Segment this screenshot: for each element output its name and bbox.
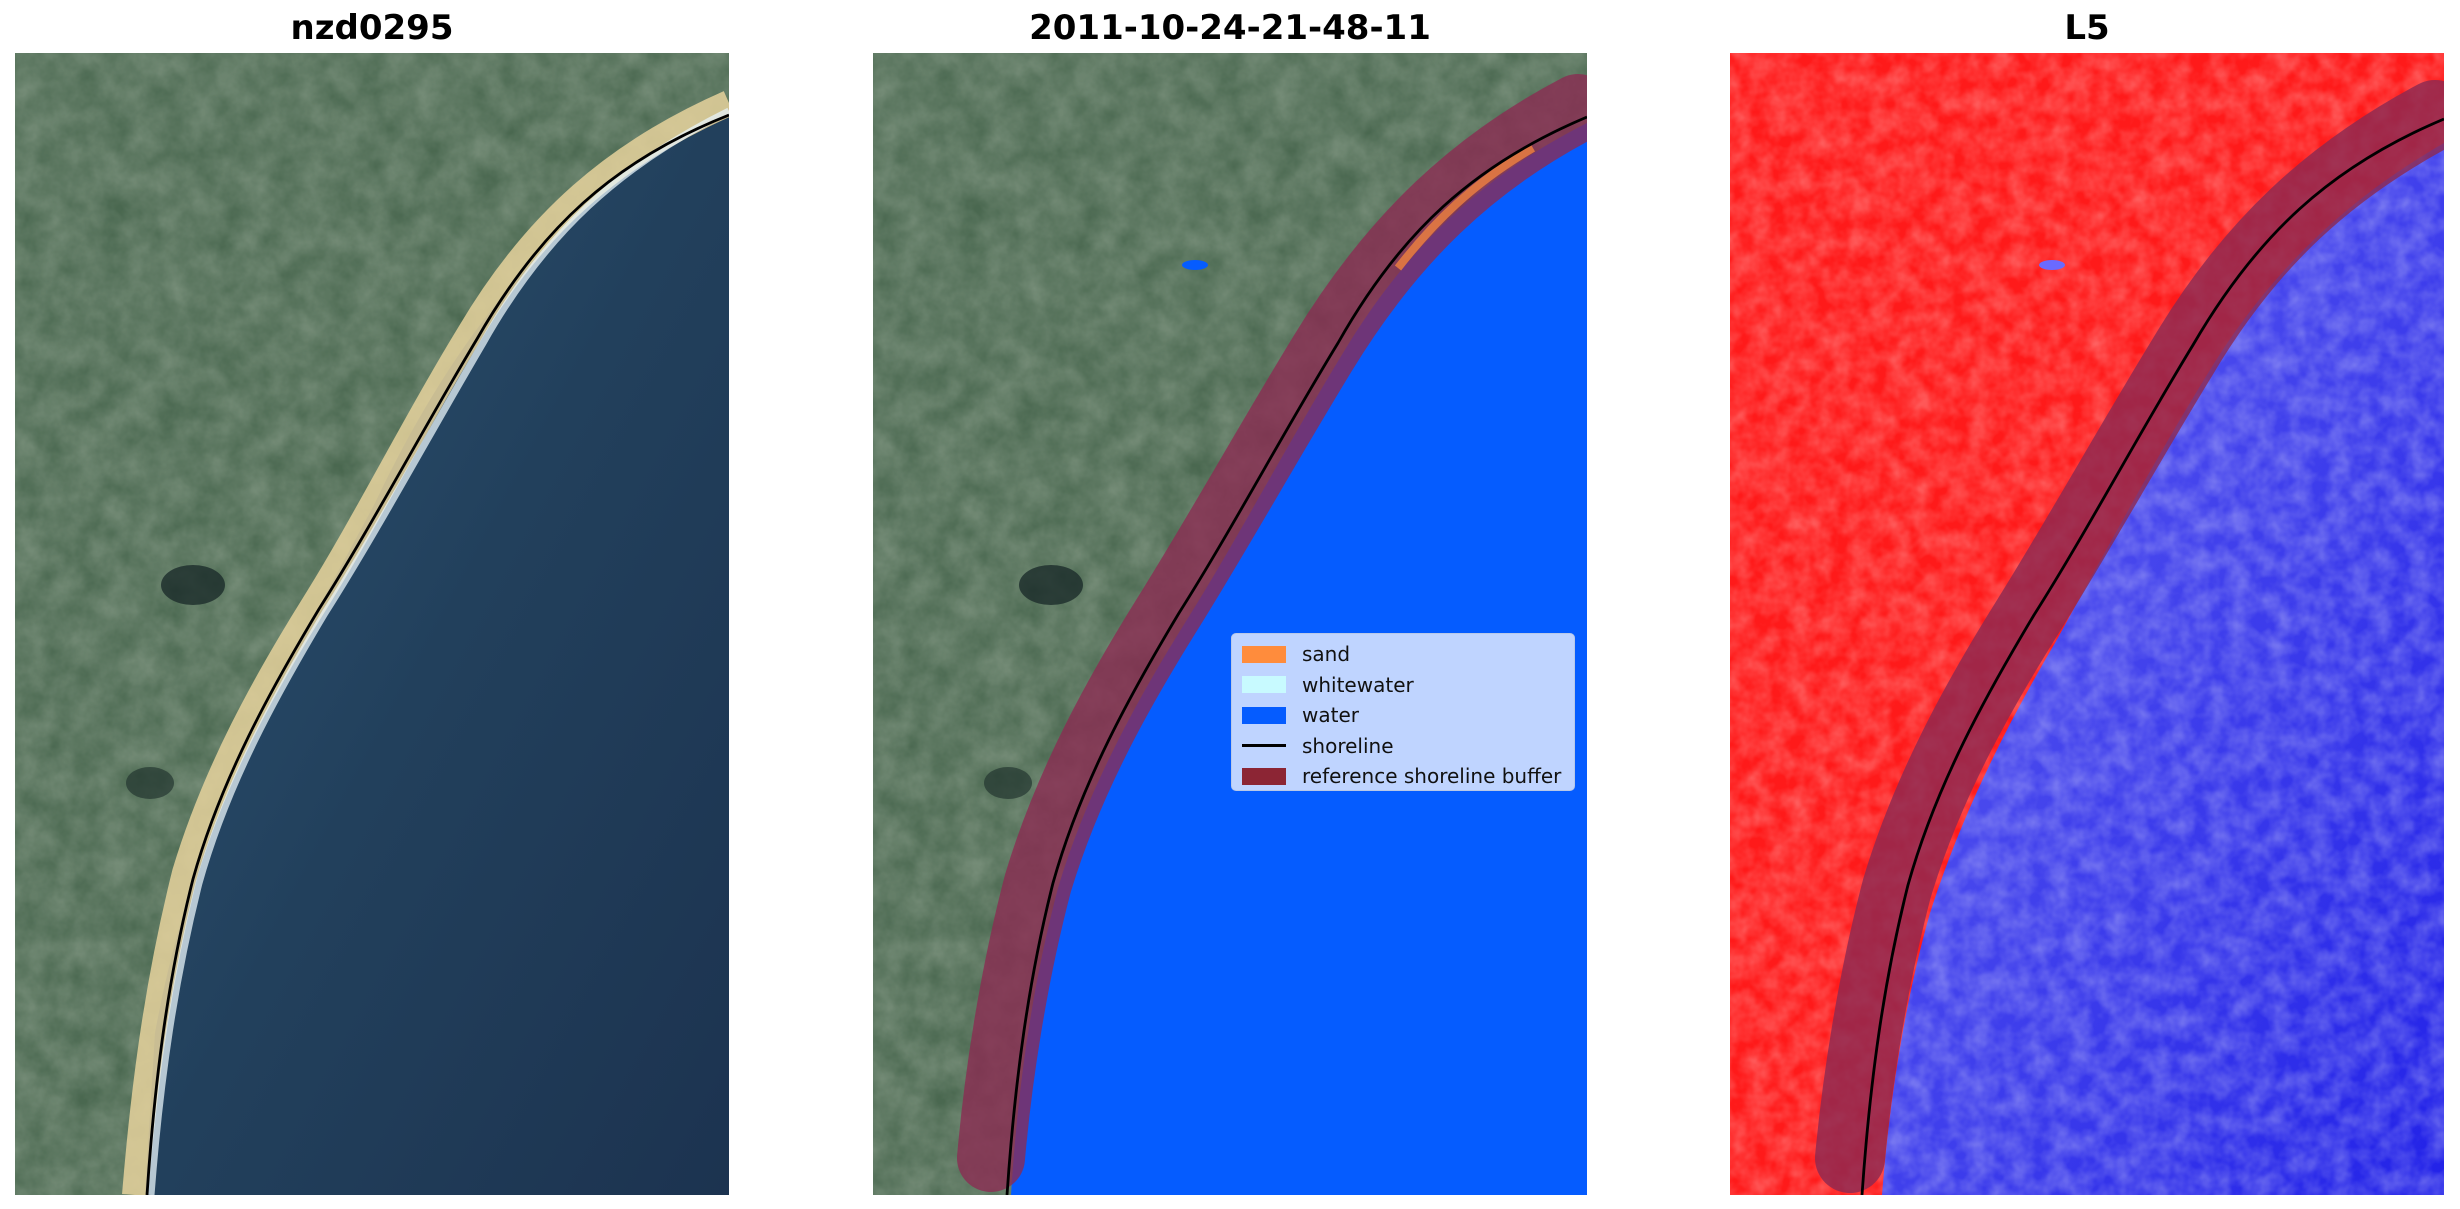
panel-title-classified: 2011-10-24-21-48-11 — [1029, 8, 1431, 48]
legend-item-whitewater: whitewater — [1242, 670, 1564, 701]
sand-beach — [122, 91, 729, 1195]
water-class-inland — [1182, 260, 1208, 270]
panel-title-satellite: nzd0295 — [290, 8, 454, 48]
whitewater-swatch — [1242, 676, 1286, 694]
lagoon — [161, 565, 225, 605]
shoreline — [1005, 115, 1587, 1195]
lagoon — [126, 767, 174, 799]
classified-image — [873, 53, 1587, 1195]
surf-zone — [147, 107, 729, 1195]
shoreline — [145, 113, 729, 1195]
satellite-image-panel[interactable] — [15, 53, 729, 1195]
panel-title-index: L5 — [2064, 8, 2110, 48]
index-image — [1730, 53, 2444, 1195]
legend-label: reference shoreline buffer — [1302, 764, 1562, 789]
lagoon — [984, 767, 1032, 799]
legend-item-water: water — [1242, 700, 1564, 731]
legend: sand whitewater water shoreline referenc… — [1231, 633, 1575, 791]
legend-label: sand — [1302, 642, 1351, 667]
sand-swatch — [1242, 645, 1286, 663]
legend-item-buffer: reference shoreline buffer — [1242, 761, 1564, 792]
index-water-inland — [2039, 260, 2065, 270]
shoreline-swatch — [1242, 744, 1286, 748]
legend-label: shoreline — [1302, 733, 1394, 758]
water-swatch — [1242, 706, 1286, 724]
ocean-area — [145, 108, 729, 1195]
legend-label: whitewater — [1302, 672, 1414, 697]
index-image-panel[interactable] — [1730, 53, 2444, 1195]
shoreline — [1860, 117, 2444, 1195]
satellite-image — [15, 53, 729, 1195]
legend-item-shoreline: shoreline — [1242, 731, 1564, 762]
classified-image-panel[interactable] — [873, 53, 1587, 1195]
reference-shoreline-buffer — [957, 74, 1587, 1192]
lagoon — [1019, 565, 1083, 605]
sand-class — [1394, 144, 1536, 271]
legend-item-sand: sand — [1242, 639, 1564, 670]
buffer-swatch — [1242, 767, 1286, 785]
legend-label: water — [1302, 703, 1359, 728]
